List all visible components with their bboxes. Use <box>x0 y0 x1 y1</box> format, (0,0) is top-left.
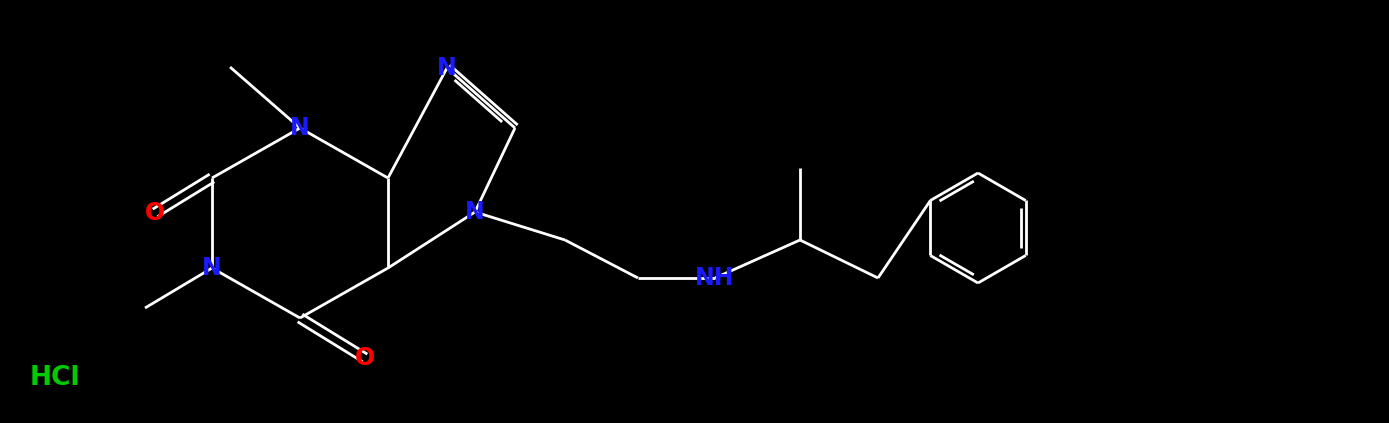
Text: O: O <box>144 201 165 225</box>
Text: N: N <box>203 256 222 280</box>
Text: N: N <box>438 56 457 80</box>
Text: N: N <box>465 200 485 224</box>
Text: HCl: HCl <box>29 365 81 391</box>
Text: NH: NH <box>696 266 735 290</box>
Text: O: O <box>356 346 375 370</box>
Text: N: N <box>290 116 310 140</box>
